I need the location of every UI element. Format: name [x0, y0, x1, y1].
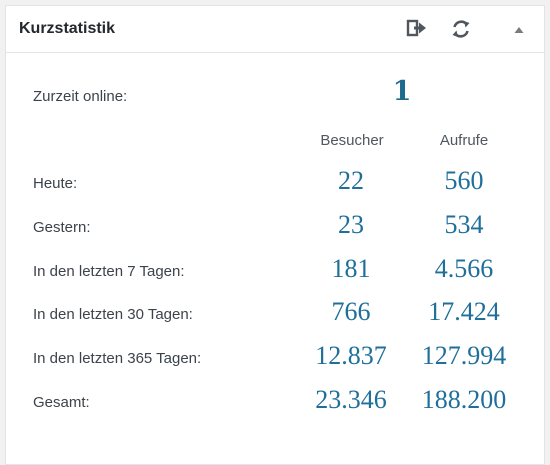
visitors-value: 23 [338, 210, 364, 239]
views-value: 534 [444, 210, 484, 239]
widget-title: Kurzstatistik [19, 20, 116, 37]
column-header-views: Aufrufe [439, 132, 489, 149]
row-label: Gesamt: [33, 394, 90, 411]
row-label: Gestern: [33, 219, 91, 236]
stats-widget: Kurzstatistik Zurzeit online: 1 B [5, 5, 545, 465]
views-value: 4.566 [434, 254, 494, 283]
visitors-value: 766 [331, 297, 371, 326]
refresh-icon[interactable] [450, 18, 472, 40]
widget-header: Kurzstatistik [6, 6, 544, 53]
exit-icon[interactable] [406, 18, 428, 40]
row-label: In den letzten 30 Tagen: [33, 306, 193, 323]
views-value: 560 [444, 166, 484, 195]
row-label: In den letzten 365 Tagen: [33, 350, 202, 367]
row-label: Heute: [33, 175, 78, 192]
online-value: 1 [392, 76, 412, 107]
online-label: Zurzeit online: [33, 88, 128, 105]
visitors-value: 181 [331, 254, 371, 283]
visitors-value: 23.346 [315, 385, 387, 414]
row-label: In den letzten 7 Tagen: [33, 263, 185, 280]
views-value: 127.994 [421, 341, 507, 370]
views-value: 17.424 [428, 297, 500, 326]
caret-up-icon[interactable] [512, 20, 526, 38]
visitors-value: 22 [338, 166, 364, 195]
views-value: 188.200 [421, 385, 507, 414]
visitors-value: 12.837 [315, 341, 387, 370]
column-header-visitors: Besucher [320, 132, 384, 149]
